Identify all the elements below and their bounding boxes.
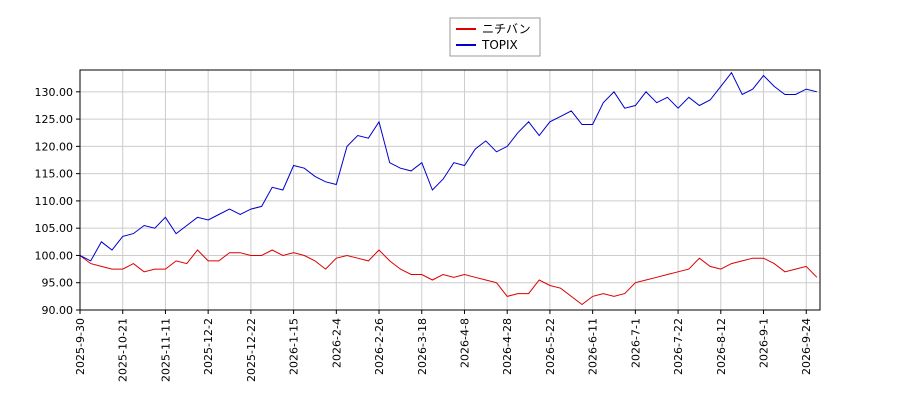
x-tick-label: 2025-9-30 [74,318,87,375]
y-tick-label: 105.00 [35,222,74,235]
x-tick-label: 2026-7-22 [672,318,685,375]
x-tick-label: 2026-9-1 [758,318,771,368]
y-tick-label: 90.00 [42,304,74,317]
legend: ニチバン TOPIX [449,17,541,57]
x-tick-label: 2025-11-11 [159,318,172,382]
y-tick-label: 95.00 [42,277,74,290]
legend-label: TOPIX [481,38,518,52]
x-tick-label: 2026-9-24 [800,318,813,375]
x-tick-label: 2026-6-11 [587,318,600,375]
x-tick-label: 2026-2-26 [373,318,386,375]
x-tick-label: 2025-10-21 [117,318,130,382]
x-tick-label: 2026-2-4 [330,318,343,368]
x-tick-label: 2026-5-22 [544,318,557,375]
x-tick-label: 2026-4-28 [501,318,514,375]
series-line [79,249,818,306]
legend-box [449,17,541,57]
series-line [79,71,818,262]
plot-frame [79,69,821,311]
y-tick-label: 120.00 [35,140,74,153]
x-tick-label: 2026-3-18 [416,318,429,375]
x-tick-label: 2026-8-12 [715,318,728,375]
y-tick-label: 130.00 [35,86,74,99]
x-tick-label: 2025-12-2 [202,318,215,375]
x-tick-label: 2026-4-8 [458,318,471,368]
y-tick-label: 115.00 [35,168,74,181]
legend-label: ニチバン [482,22,531,36]
x-tick-label: 2026-1-15 [288,318,301,375]
x-tick-label: 2026-7-1 [629,318,642,368]
y-tick-label: 125.00 [35,113,74,126]
x-tick-label: 2025-12-22 [245,318,258,382]
y-tick-label: 100.00 [35,249,74,262]
y-tick-label: 110.00 [35,195,74,208]
